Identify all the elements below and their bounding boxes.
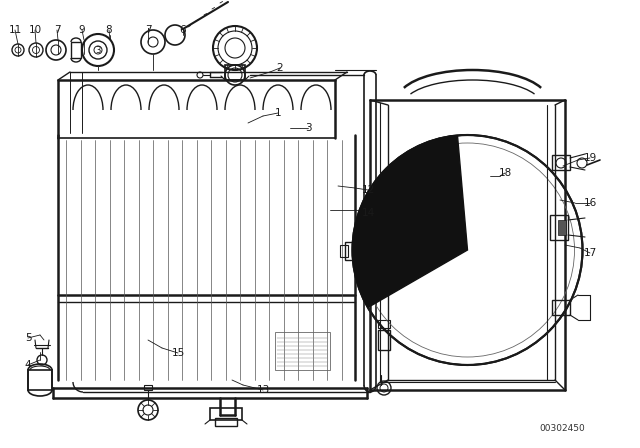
Text: 7: 7: [145, 25, 151, 35]
Bar: [210, 408, 242, 420]
Bar: [144, 385, 152, 390]
Text: 11: 11: [8, 25, 22, 35]
Text: 14: 14: [362, 208, 374, 218]
Text: 16: 16: [584, 198, 596, 208]
Text: 3: 3: [95, 46, 100, 55]
Bar: [378, 320, 390, 328]
Bar: [550, 215, 568, 240]
Text: 8: 8: [106, 25, 112, 35]
Text: 10: 10: [28, 25, 42, 35]
Text: 9: 9: [79, 25, 85, 35]
Text: 5: 5: [25, 333, 31, 343]
Bar: [225, 65, 245, 80]
Text: 1: 1: [275, 108, 282, 118]
Bar: [442, 224, 458, 240]
Bar: [275, 332, 330, 370]
Text: 7: 7: [54, 25, 60, 35]
Text: 3: 3: [305, 123, 311, 133]
Bar: [215, 418, 237, 426]
Bar: [345, 242, 365, 260]
Bar: [558, 220, 566, 235]
Polygon shape: [353, 135, 467, 307]
Text: 2: 2: [276, 63, 284, 73]
Bar: [552, 155, 570, 170]
Bar: [552, 300, 570, 315]
Text: 18: 18: [499, 168, 511, 178]
Text: 6: 6: [180, 25, 186, 35]
Text: 00302450: 00302450: [540, 424, 585, 433]
Text: 12: 12: [362, 185, 374, 195]
Text: 4: 4: [25, 360, 31, 370]
Bar: [28, 370, 52, 390]
Bar: [340, 245, 348, 257]
Text: 17: 17: [584, 248, 596, 258]
Text: 15: 15: [172, 348, 184, 358]
Bar: [378, 330, 390, 350]
Text: 13: 13: [257, 385, 269, 395]
Text: 19: 19: [584, 153, 596, 163]
Bar: [71, 42, 81, 58]
